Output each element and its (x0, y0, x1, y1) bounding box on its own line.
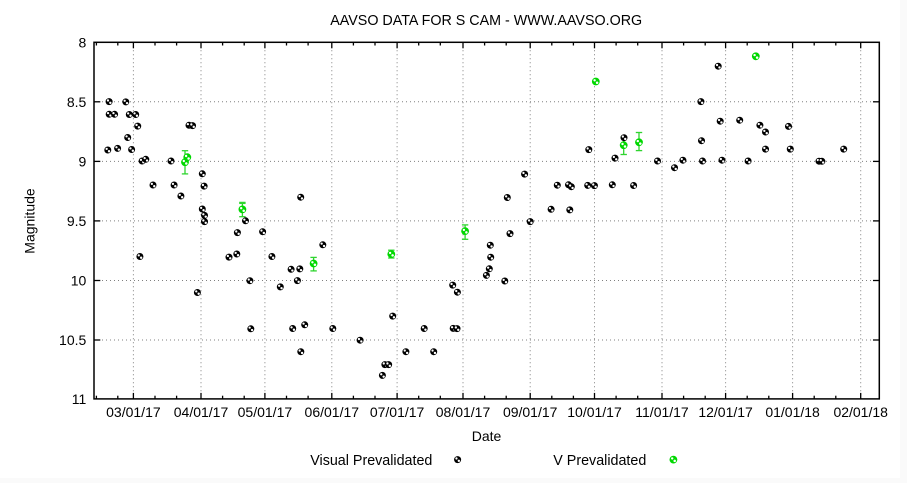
svg-text:10/01/17: 10/01/17 (567, 404, 622, 420)
svg-text:10: 10 (71, 273, 87, 289)
svg-text:07/01/17: 07/01/17 (370, 404, 425, 420)
svg-text:9.5: 9.5 (67, 213, 87, 229)
svg-text:04/01/17: 04/01/17 (174, 404, 229, 420)
svg-text:12/01/17: 12/01/17 (698, 404, 753, 420)
svg-text:Magnitude: Magnitude (21, 188, 37, 254)
svg-text:01/01/18: 01/01/18 (765, 404, 820, 420)
svg-text:8: 8 (79, 34, 87, 50)
svg-text:09/01/17: 09/01/17 (503, 404, 558, 420)
svg-text:02/01/18: 02/01/18 (833, 404, 888, 420)
svg-text:05/01/17: 05/01/17 (238, 404, 293, 420)
svg-text:9: 9 (79, 154, 87, 170)
svg-text:AAVSO DATA FOR S CAM - WWW.AAV: AAVSO DATA FOR S CAM - WWW.AAVSO.ORG (330, 13, 642, 29)
svg-text:11/01/17: 11/01/17 (635, 404, 689, 420)
svg-text:8.5: 8.5 (67, 94, 87, 110)
svg-text:10.5: 10.5 (59, 332, 86, 348)
svg-text:V Prevalidated: V Prevalidated (553, 453, 646, 469)
svg-text:Visual Prevalidated: Visual Prevalidated (310, 453, 432, 469)
svg-text:Date: Date (472, 428, 502, 444)
svg-text:03/01/17: 03/01/17 (106, 404, 161, 420)
svg-text:08/01/17: 08/01/17 (436, 404, 491, 420)
svg-text:06/01/17: 06/01/17 (305, 404, 360, 420)
svg-text:11: 11 (72, 391, 87, 407)
